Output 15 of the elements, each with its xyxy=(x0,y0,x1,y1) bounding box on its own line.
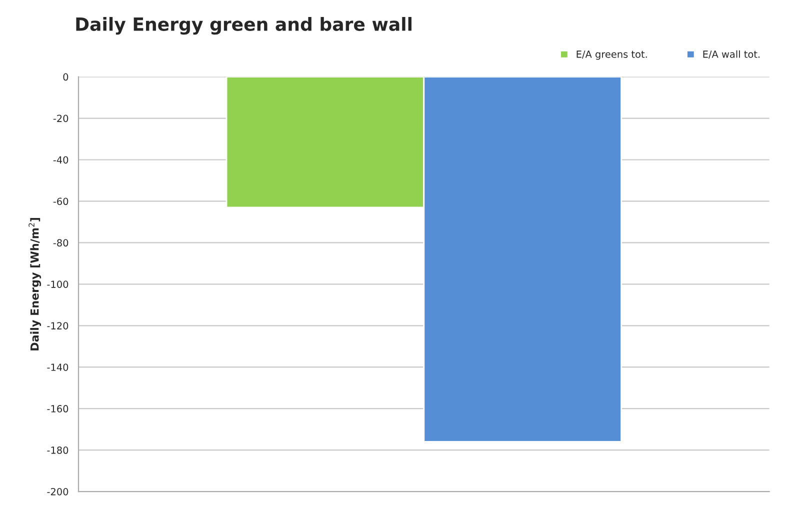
y-tick-label: -60 xyxy=(53,198,68,206)
y-tick-label: -200 xyxy=(47,488,68,496)
legend-label: E/A wall tot. xyxy=(703,50,760,59)
y-tick-label: -80 xyxy=(53,239,68,247)
y-tick-label: 0 xyxy=(63,73,68,81)
y-tick-label: -40 xyxy=(53,156,68,164)
y-tick-label: -160 xyxy=(47,405,68,412)
y-tick-label: -180 xyxy=(47,446,68,454)
y-tick-label: -20 xyxy=(53,114,68,122)
chart-title: Daily Energy green and bare wall xyxy=(76,17,412,35)
y-tick-label: -120 xyxy=(47,322,68,330)
y-axis-title: Daily Energy [Wh/m$^{2}$] xyxy=(28,218,42,350)
y-tick-label: -100 xyxy=(47,280,68,288)
legend-label: E/A greens tot. xyxy=(576,50,647,60)
y-tick-label: -140 xyxy=(47,364,68,371)
